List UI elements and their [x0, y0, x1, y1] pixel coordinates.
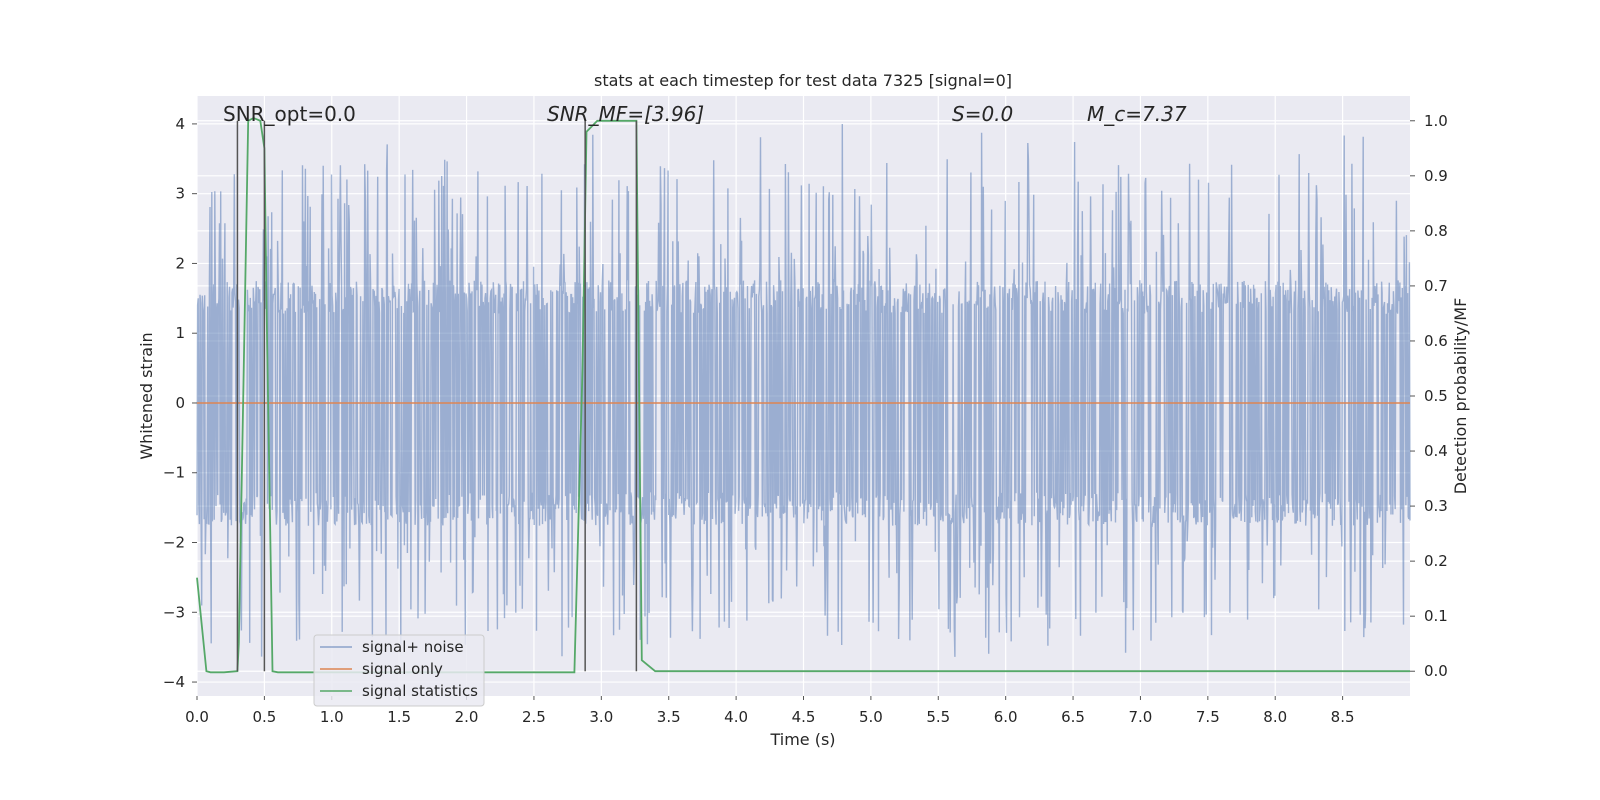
legend: signal+ noise signal only signal statist… — [313, 634, 485, 707]
chart-title: stats at each timestep for test data 732… — [594, 71, 1012, 90]
y-tick-label: −4 — [163, 673, 185, 691]
y2-tick-label: 0.4 — [1424, 442, 1448, 460]
y-tick-label: −1 — [163, 464, 185, 482]
x-tick-label: 4.0 — [724, 708, 748, 726]
y-tick-label: 0 — [175, 394, 185, 412]
x-axis-ticks: 0.0 0.5 1.0 1.5 2.0 2.5 3.0 3.5 4.0 4.5 5.0 5.5 6.0 6… — [185, 696, 1355, 726]
x-tick-label: 4.5 — [792, 708, 816, 726]
x-tick-label: 5.0 — [859, 708, 883, 726]
x-tick-label: 2.5 — [522, 708, 546, 726]
y2-tick-label: 0.8 — [1424, 222, 1448, 240]
legend-box — [313, 634, 485, 707]
annotation-snr-mf: SNR_MF=[3.96] — [547, 102, 704, 126]
x-tick-label: 1.5 — [387, 708, 411, 726]
y2-tick-label: 0.5 — [1424, 387, 1448, 405]
x-tick-label: 3.5 — [657, 708, 681, 726]
y2-tick-label: 0.3 — [1424, 497, 1448, 515]
legend-label-noise: signal+ noise — [362, 638, 464, 656]
x-tick-label: 1.0 — [320, 708, 344, 726]
y2-tick-label: 0.1 — [1424, 607, 1448, 625]
y2-tick-label: 1.0 — [1424, 112, 1448, 130]
y2-tick-label: 0.9 — [1424, 167, 1448, 185]
x-tick-label: 6.0 — [994, 708, 1018, 726]
legend-label-signal: signal only — [362, 660, 443, 678]
y-axis-ticks: 4 3 2 1 0 −1 −2 −3 −4 — [163, 115, 197, 691]
annotation-snr-opt: SNR_opt=0.0 — [223, 102, 356, 126]
annotations: SNR_opt=0.0 SNR_MF=[3.96] S=0.0 M_c=7.37 — [223, 102, 1187, 126]
y-tick-label: −3 — [163, 603, 185, 621]
x-tick-label: 7.5 — [1196, 708, 1220, 726]
y-tick-label: 2 — [175, 254, 185, 272]
x-tick-label: 0.5 — [252, 708, 276, 726]
x-tick-label: 8.5 — [1331, 708, 1355, 726]
y2-tick-label: 0.7 — [1424, 277, 1448, 295]
y-tick-label: −2 — [163, 534, 185, 552]
y2-tick-label: 0.6 — [1424, 332, 1448, 350]
signal-noise-line — [196, 123, 1411, 657]
y2-axis-label: Detection probability/MF — [1451, 298, 1470, 495]
marker-lines — [236, 120, 638, 672]
legend-label-stats: signal statistics — [362, 682, 478, 700]
y2-tick-label: 0.2 — [1424, 552, 1448, 570]
y-axis-label: Whitened strain — [137, 332, 156, 459]
x-axis-label: Time (s) — [769, 730, 835, 749]
x-tick-label: 6.5 — [1061, 708, 1085, 726]
x-tick-label: 0.0 — [185, 708, 209, 726]
x-tick-label: 5.5 — [926, 708, 950, 726]
y-tick-label: 3 — [175, 185, 185, 203]
y-tick-label: 1 — [175, 324, 185, 342]
x-tick-label: 7.0 — [1129, 708, 1153, 726]
y2-tick-label: 0.0 — [1424, 662, 1448, 680]
annotation-mc: M_c=7.37 — [1087, 102, 1187, 126]
x-tick-label: 8.0 — [1263, 708, 1287, 726]
y-tick-label: 4 — [175, 115, 185, 133]
x-tick-label: 3.0 — [589, 708, 613, 726]
signal-noise-series — [196, 123, 1411, 657]
annotation-s: S=0.0 — [952, 102, 1013, 126]
x-tick-label: 2.0 — [455, 708, 479, 726]
y2-axis-ticks: 1.0 0.9 0.8 0.7 0.6 0.5 0.4 0.3 0.2 0.1 0.0 — [1410, 112, 1448, 680]
